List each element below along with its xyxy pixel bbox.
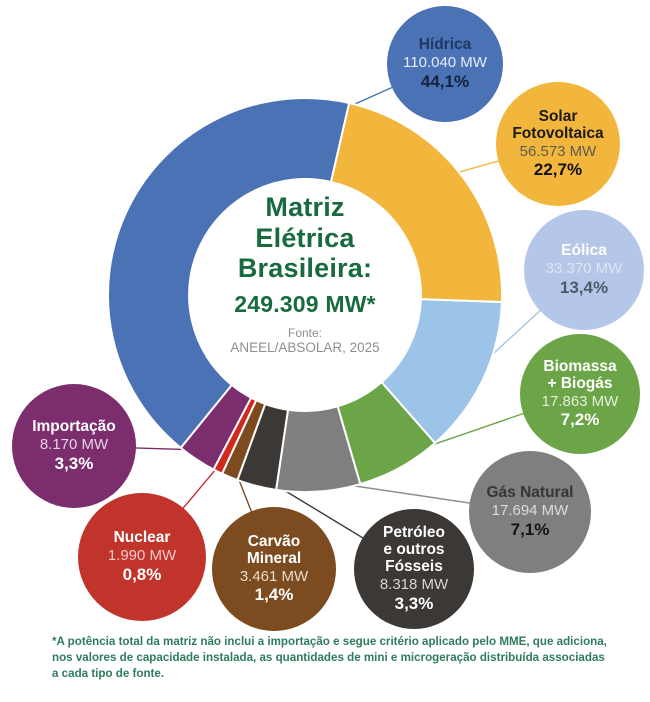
source-mw-eolica: 33.370 MW <box>545 260 623 278</box>
source-name-petroleo: Petróleo e outros Fósseis <box>382 524 445 576</box>
source-pct-hidrica: 44,1% <box>420 71 470 91</box>
source-name-carvao: Carvão Mineral <box>246 532 302 567</box>
source-bubble-eolica: Eólica 33.370 MW 13,4% <box>524 210 644 330</box>
source-name-gas-natural: Gás Natural <box>486 484 574 502</box>
source-name-eolica: Eólica <box>561 242 607 260</box>
source-note-label: Fonte: <box>287 325 323 340</box>
source-name-biomassa: Biomassa + Biogás <box>543 357 617 392</box>
source-name-hidrica: Hídrica <box>418 36 472 54</box>
donut-segment-importacao <box>179 383 253 471</box>
source-pct-carvao: 1,4% <box>254 585 294 605</box>
source-name-importacao: Importação <box>32 418 116 436</box>
source-mw-nuclear: 1.990 MW <box>107 547 177 565</box>
source-bubble-importacao: Importação 8.170 MW 3,3% <box>12 384 136 508</box>
source-name-nuclear: Nuclear <box>113 529 171 547</box>
source-mw-gas-natural: 17.694 MW <box>491 502 569 520</box>
source-note-value: ANEEL/ABSOLAR, 2025 <box>230 340 380 356</box>
source-bubble-hidrica: Hídrica 110.040 MW 44,1% <box>387 6 503 122</box>
source-bubble-petroleo: Petróleo e outros Fósseis 8.318 MW 3,3% <box>354 509 474 629</box>
source-pct-petroleo: 3,3% <box>394 593 434 613</box>
source-bubble-gas-natural: Gás Natural 17.694 MW 7,1% <box>469 451 591 573</box>
source-pct-gas-natural: 7,1% <box>510 519 550 539</box>
source-pct-solar: 22,7% <box>533 160 583 180</box>
source-pct-eolica: 13,4% <box>559 277 609 297</box>
source-name-solar: Solar Fotovoltaica <box>512 107 604 142</box>
chart-footnote: *A potência total da matriz não inclui a… <box>52 635 607 681</box>
donut-segment-hidrica <box>107 96 351 450</box>
source-pct-nuclear: 0,8% <box>122 564 162 584</box>
source-mw-petroleo: 8.318 MW <box>379 576 449 594</box>
source-bubble-solar: Solar Fotovoltaica 56.573 MW 22,7% <box>496 82 620 206</box>
source-bubble-nuclear: Nuclear 1.990 MW 0,8% <box>78 493 206 621</box>
donut-segment-solar <box>329 101 503 304</box>
source-mw-carvao: 3.461 MW <box>239 567 309 585</box>
source-mw-solar: 56.573 MW <box>519 142 597 160</box>
source-pct-biomassa: 7,2% <box>560 410 600 430</box>
donut-center-label: Matriz Elétrica Brasileira: 249.309 MW* … <box>183 192 427 356</box>
source-mw-biomassa: 17.863 MW <box>541 392 619 410</box>
source-bubble-biomassa: Biomassa + Biogás 17.863 MW 7,2% <box>520 334 640 454</box>
chart-title: Matriz Elétrica Brasileira: <box>237 192 373 283</box>
source-pct-importacao: 3,3% <box>54 453 94 473</box>
source-bubble-carvao: Carvão Mineral 3.461 MW 1,4% <box>212 507 336 631</box>
source-mw-importacao: 8.170 MW <box>39 436 109 454</box>
donut-segments <box>107 96 503 494</box>
source-mw-hidrica: 110.040 MW <box>403 54 487 72</box>
chart-total-value: 249.309 MW* <box>234 290 376 317</box>
